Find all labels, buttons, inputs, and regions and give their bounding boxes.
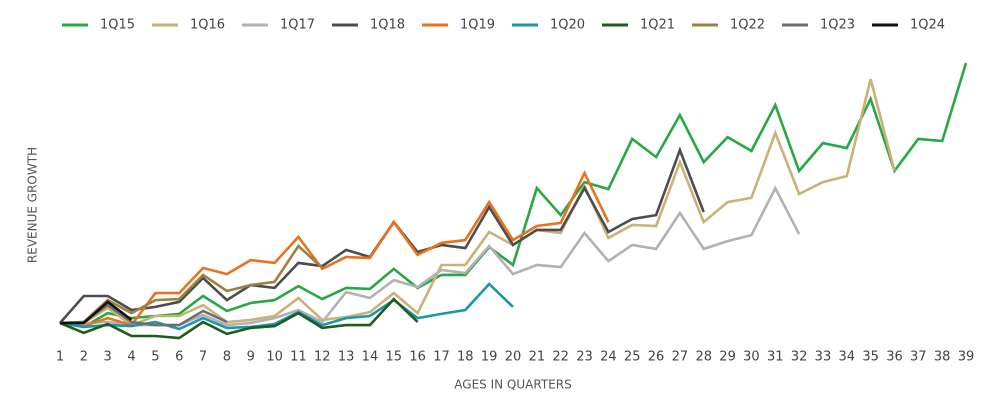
x-tick-label: 5 [151,350,159,365]
x-tick-label: 23 [576,350,593,365]
legend-label: 1Q23 [820,18,855,33]
legend-label: 1Q16 [190,18,225,33]
x-axis-title: AGES IN QUARTERS [454,378,571,392]
x-tick-label: 4 [127,350,135,365]
x-tick-label: 10 [266,350,283,365]
x-tick-label: 24 [600,350,617,365]
x-tick-label: 1 [56,350,64,365]
legend-label: 1Q21 [640,18,675,33]
x-tick-label: 21 [529,350,546,365]
legend-label: 1Q18 [370,18,405,33]
x-tick-label: 26 [648,350,665,365]
x-tick-label: 22 [552,350,569,365]
x-tick-label: 38 [934,350,951,365]
x-tick-label: 32 [791,350,808,365]
y-axis-title: REVENUE GROWTH [26,147,40,263]
x-tick-label: 8 [223,350,231,365]
series-line [60,78,896,327]
legend-label: 1Q24 [910,18,945,33]
x-tick-label: 7 [199,350,207,365]
series-line [59,62,968,329]
x-tick-label: 6 [175,350,183,365]
series-line [59,282,514,331]
legend-label: 1Q19 [460,18,495,33]
series-line [60,300,133,325]
x-tick-label: 27 [672,350,689,365]
x-tick-label: 3 [104,350,112,365]
x-tick-label: 36 [886,350,903,365]
legend-label: 1Q17 [280,18,315,33]
x-tick-label: 2 [80,350,88,365]
x-tick-label: 19 [481,350,498,365]
x-tick-label: 15 [386,350,403,365]
x-tick-label: 25 [624,350,641,365]
x-tick-label: 39 [958,350,975,365]
x-tick-label: 17 [433,350,450,365]
x-tick-label: 12 [314,350,331,365]
x-tick-label: 33 [815,350,832,365]
x-tick-label: 14 [362,350,379,365]
x-tick-label: 11 [290,350,307,365]
legend-label: 1Q22 [730,18,765,33]
x-tick-label: 13 [338,350,355,365]
legend-label: 1Q20 [550,18,585,33]
x-tick-label: 30 [743,350,760,365]
x-tick-label: 37 [910,350,927,365]
x-tick-label: 9 [247,350,255,365]
x-tick-label: 31 [767,350,784,365]
x-tick-label: 28 [695,350,712,365]
x-tick-label: 34 [839,350,856,365]
series-line [59,170,610,328]
series-line [59,297,419,340]
x-tick-label: 29 [719,350,736,365]
x-tick-label: 16 [409,350,426,365]
x-tick-label: 18 [457,350,474,365]
x-tick-label: 20 [505,350,522,365]
x-tick-label: 35 [862,350,879,365]
legend-label: 1Q15 [100,18,135,33]
